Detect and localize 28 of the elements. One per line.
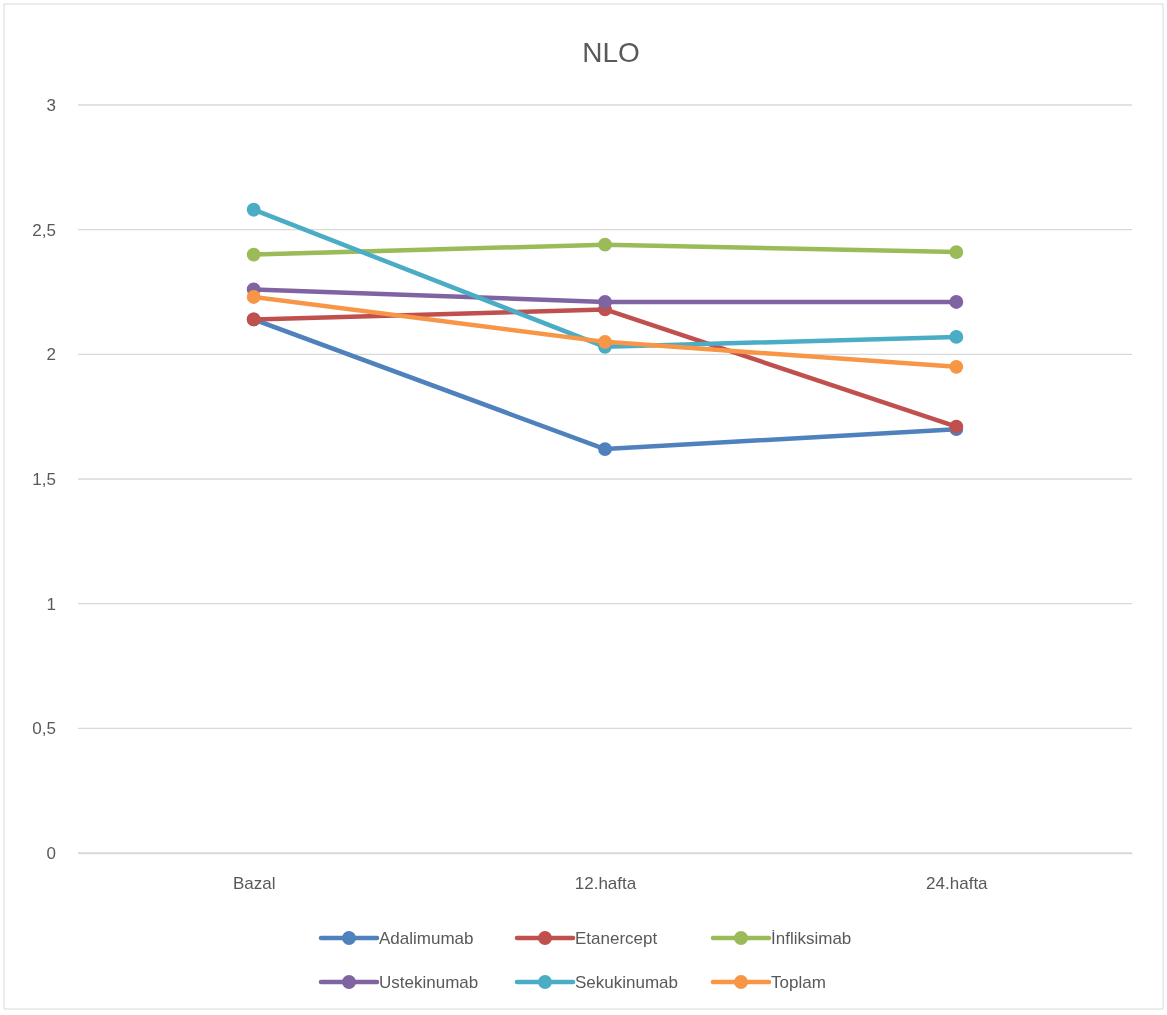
legend-label: Sekukinumab <box>575 972 679 992</box>
y-tick-label: 1,5 <box>32 469 56 489</box>
point <box>246 290 261 304</box>
point <box>598 334 612 349</box>
point <box>949 359 964 374</box>
point <box>246 247 261 262</box>
y-tick-label: 0,5 <box>32 719 56 739</box>
y-tick-label: 2 <box>46 345 56 365</box>
point <box>949 329 964 344</box>
y-tick-label: 1 <box>46 594 56 614</box>
legend-label: Ustekinumab <box>379 972 479 992</box>
point <box>598 295 612 309</box>
y-tick-label: 3 <box>46 95 56 115</box>
y-tick-label: 2,5 <box>32 220 56 240</box>
legend-label: Toplam <box>771 972 826 992</box>
legend-label: İnfliksimab <box>771 928 852 948</box>
point <box>949 295 964 309</box>
legend-label: Etanercept <box>575 928 658 948</box>
y-tick-label: 0 <box>46 843 56 863</box>
x-tick-label: 12.hafta <box>574 874 637 894</box>
chart-title: NLO <box>582 37 640 68</box>
x-tick-label: Bazal <box>232 874 276 894</box>
x-tick-label: 24.hafta <box>926 874 989 894</box>
point <box>598 237 612 252</box>
point <box>598 442 612 456</box>
legend-label: Adalimumab <box>379 928 474 948</box>
point <box>949 245 964 259</box>
point <box>246 202 261 217</box>
